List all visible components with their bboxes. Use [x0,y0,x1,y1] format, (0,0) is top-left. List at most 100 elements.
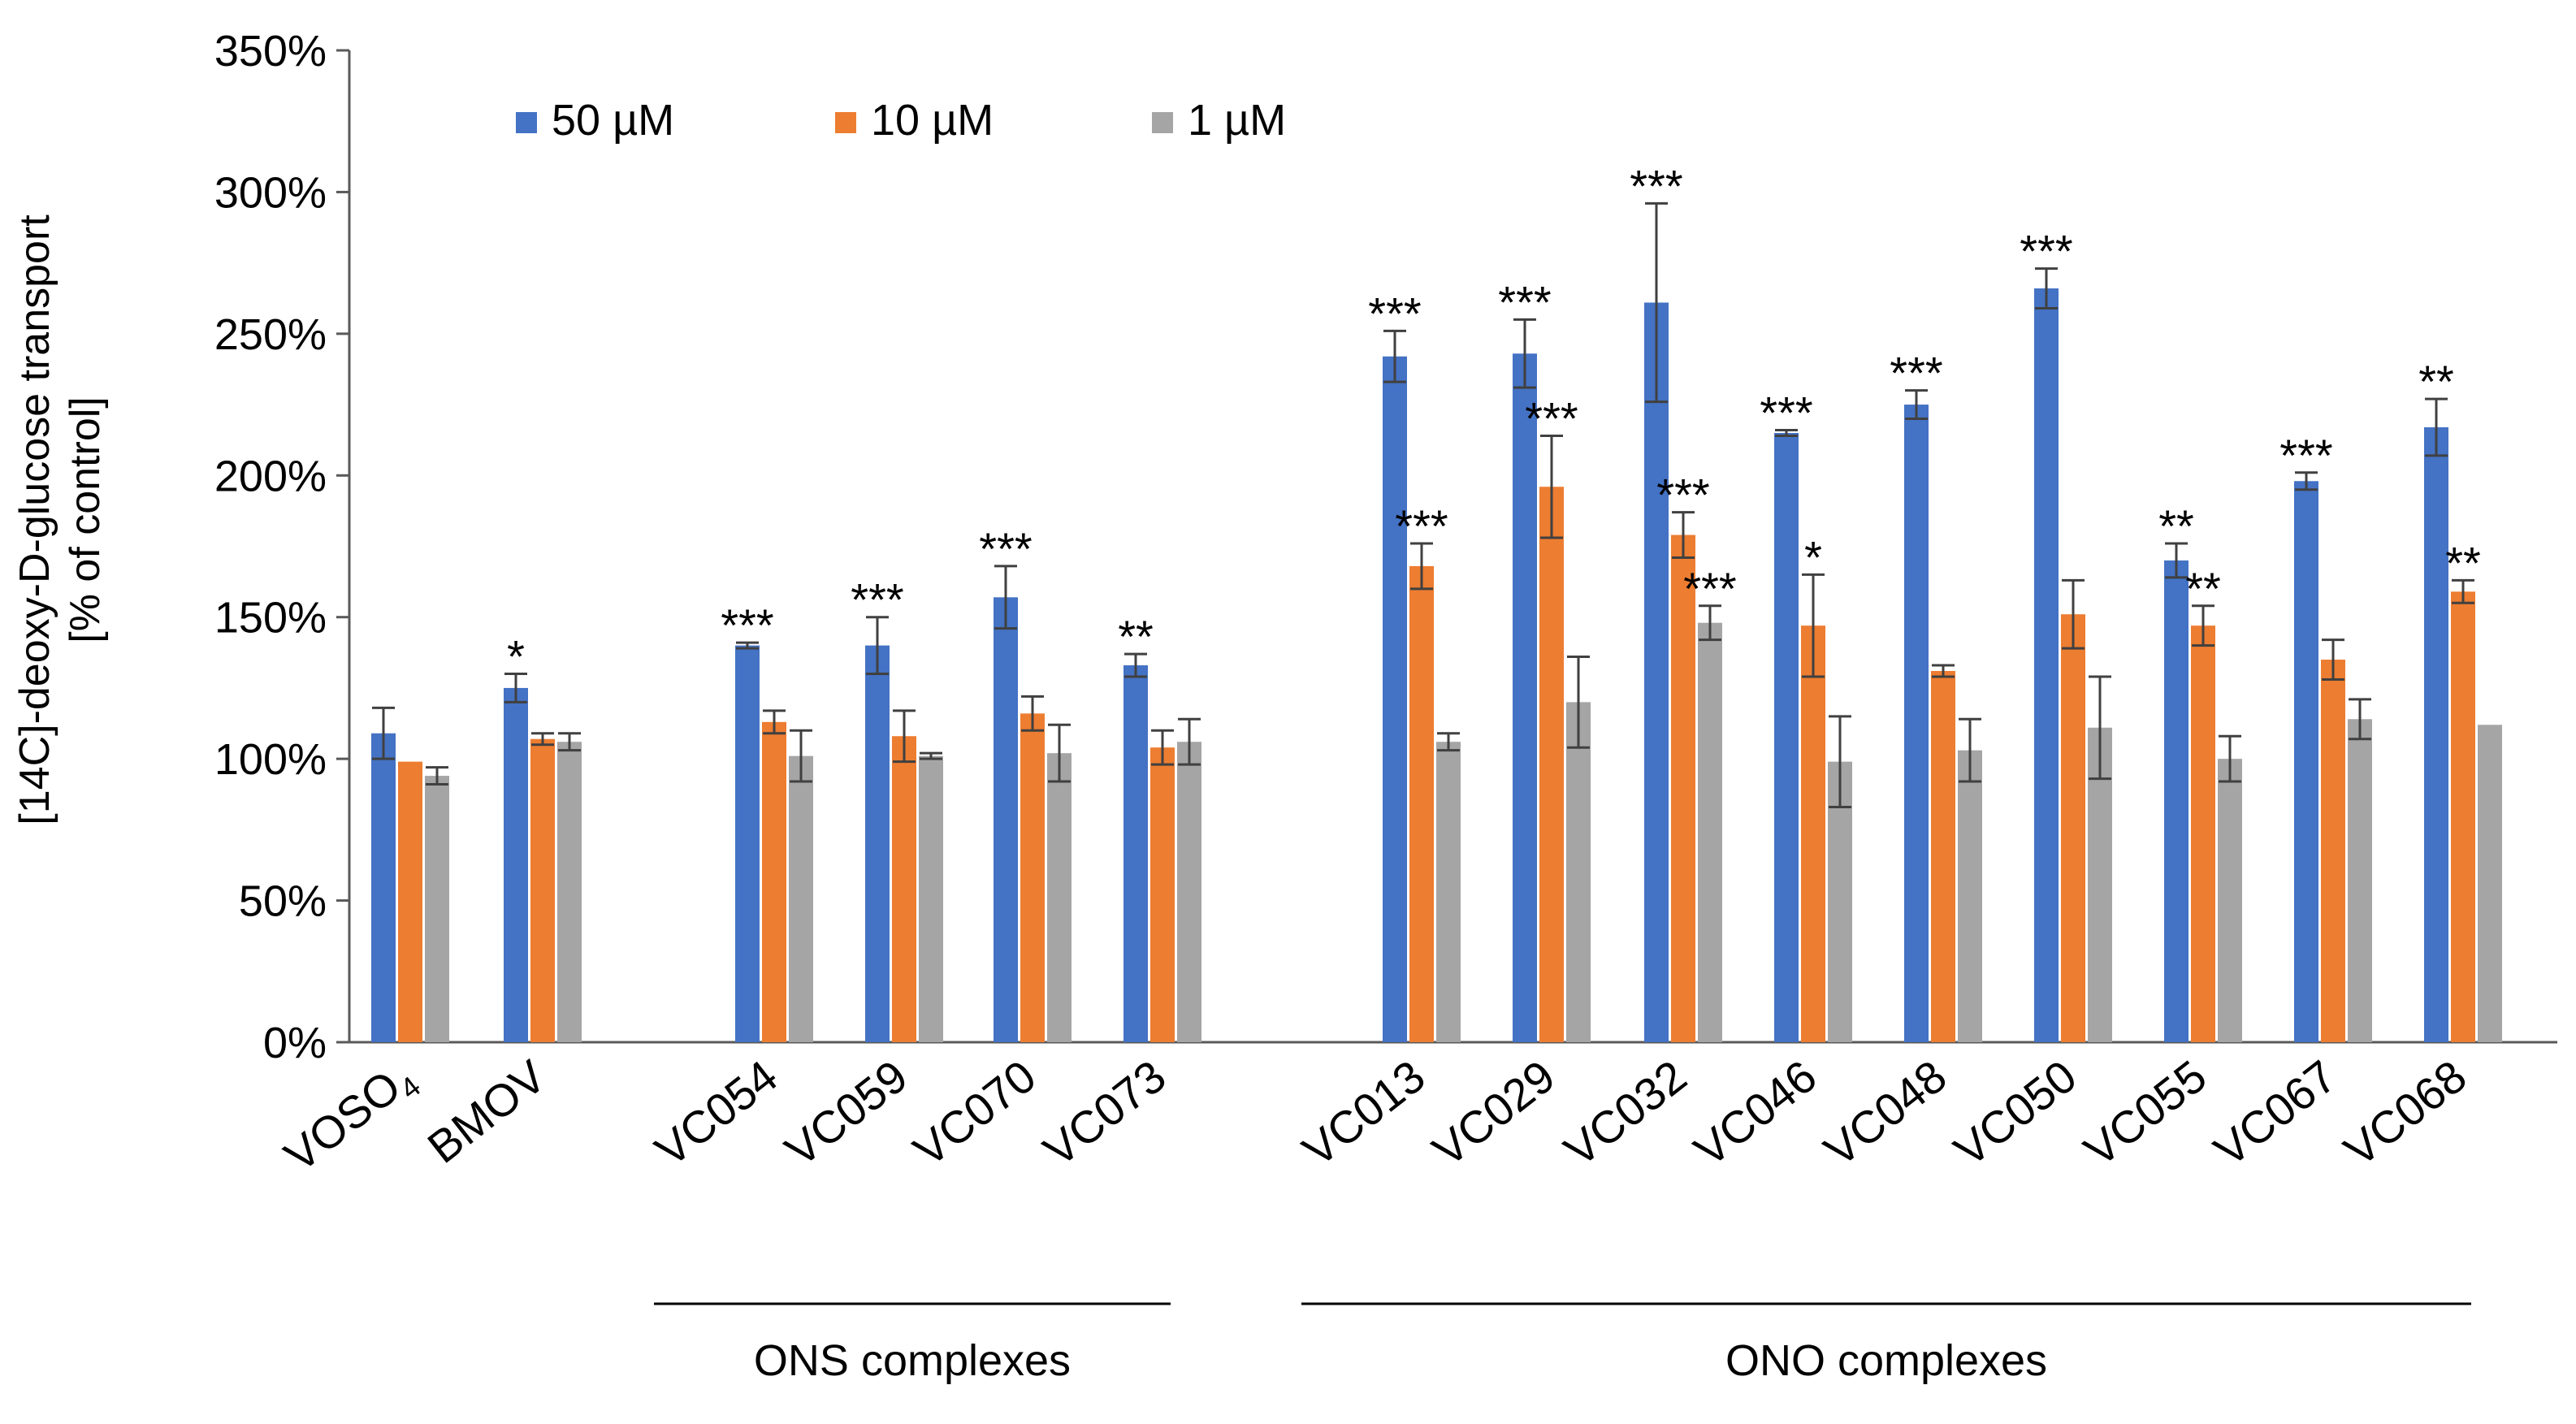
legend-label: 50 µM [552,96,674,145]
x-tick-label: VC070 [904,1050,1046,1176]
significance-label: *** [2020,226,2072,277]
bar [762,721,786,1042]
x-tick-label: VOSO4 [275,1050,426,1187]
error-bars-layer [372,201,2474,808]
y-tick-label: 150% [214,594,327,643]
significance-label: ** [1118,611,1154,662]
y-axis-title-line-2: [% of control] [62,396,109,643]
significance-label: ** [2185,563,2221,614]
significance-label: * [507,630,525,682]
bar [2218,759,2242,1042]
axis-layer: 0% 50% 100% 150% 200% 250% 300% 350% [214,27,2557,1067]
y-tick-label: 0% [263,1019,327,1067]
significance-label: *** [851,574,903,625]
bar [504,687,528,1042]
significance-label: *** [1368,288,1421,339]
group-brackets-layer: ONS complexes ONO complexes [654,1302,2471,1385]
y-tick-label: 300% [214,168,327,217]
significance-label: ** [2158,500,2194,552]
bars-layer [371,288,2502,1043]
bar [2088,727,2112,1042]
x-tick-label: VC029 [1423,1050,1565,1176]
significance-label: ** [2418,356,2454,407]
legend-label: 1 µM [1188,96,1286,145]
significance-label: *** [1656,470,1709,521]
bar [919,755,943,1042]
bar [1644,302,1669,1042]
bar [2294,481,2318,1042]
bar [1958,750,1982,1042]
significance-label: ** [2445,537,2481,588]
legend: 50 µM 10 µM 1 µM [516,96,1286,145]
bar [994,597,1018,1042]
legend-swatch [835,112,856,133]
bar [1150,747,1175,1042]
bar [1047,753,1072,1042]
legend-swatch [1152,112,1173,133]
legend-swatch [516,112,537,133]
x-tick-label: VC048 [1815,1050,1956,1176]
bar [398,761,422,1042]
significance-label: *** [721,599,773,651]
bar [1409,565,1434,1042]
bar [1539,487,1564,1042]
bar [1904,405,1929,1043]
group-label: ONO complexes [1725,1336,2047,1385]
y-axis-title-line-1: [14C]-deoxy-D-glucose transport [11,214,58,825]
significance-label: *** [1498,276,1551,327]
x-tick-label: VC032 [1555,1050,1696,1176]
bar [2321,660,2345,1042]
significance-label: *** [979,523,1032,574]
y-tick-label: 100% [214,735,327,784]
bar [1513,353,1537,1043]
bar [2424,426,2448,1042]
bar [1698,622,1722,1042]
x-tick-label: VC059 [776,1050,917,1176]
bar [557,742,582,1042]
significance-label: *** [1890,348,1942,399]
bar [2164,560,2189,1042]
x-tick-label: VC054 [646,1050,787,1176]
x-tick-label: VC050 [1945,1050,2086,1176]
bar [1020,713,1045,1042]
significance-label: *** [2279,430,2332,481]
x-tick-label: VC067 [2205,1050,2346,1176]
x-tick-label: BMOV [418,1050,556,1173]
y-tick-label: 250% [214,310,327,359]
x-tick-label: VC013 [1293,1050,1435,1176]
bar [2451,591,2475,1042]
bar [2191,625,2215,1042]
bar [425,776,449,1042]
bar [1828,761,1852,1042]
significance-label: *** [1395,500,1448,552]
bar [1774,432,1799,1042]
bar [1566,702,1591,1042]
x-tick-label: VC055 [2075,1050,2216,1176]
bar [1177,742,1201,1042]
significance-label: * [1804,531,1822,582]
bar [371,733,396,1042]
bar [789,755,813,1042]
bar [2034,288,2059,1042]
significance-label: *** [1760,387,1812,438]
bar [2348,719,2372,1042]
y-axis-title: [14C]-deoxy-D-glucose transport [% of co… [11,214,109,825]
legend-label: 10 µM [871,96,994,145]
bar [865,645,890,1042]
bar [1383,356,1407,1042]
significance-layer: **** ************************************… [507,160,2481,682]
bar [1123,665,1148,1042]
bar [1931,670,1955,1042]
bar [530,738,555,1042]
y-tick-label: 350% [214,27,327,76]
x-tick-label: VC068 [2335,1050,2476,1176]
significance-label: *** [1525,392,1578,444]
x-tick-label: VC046 [1685,1050,1826,1176]
bar [2061,614,2085,1042]
significance-label: *** [1683,563,1736,614]
y-tick-label: 50% [239,877,327,926]
bar [735,645,760,1042]
